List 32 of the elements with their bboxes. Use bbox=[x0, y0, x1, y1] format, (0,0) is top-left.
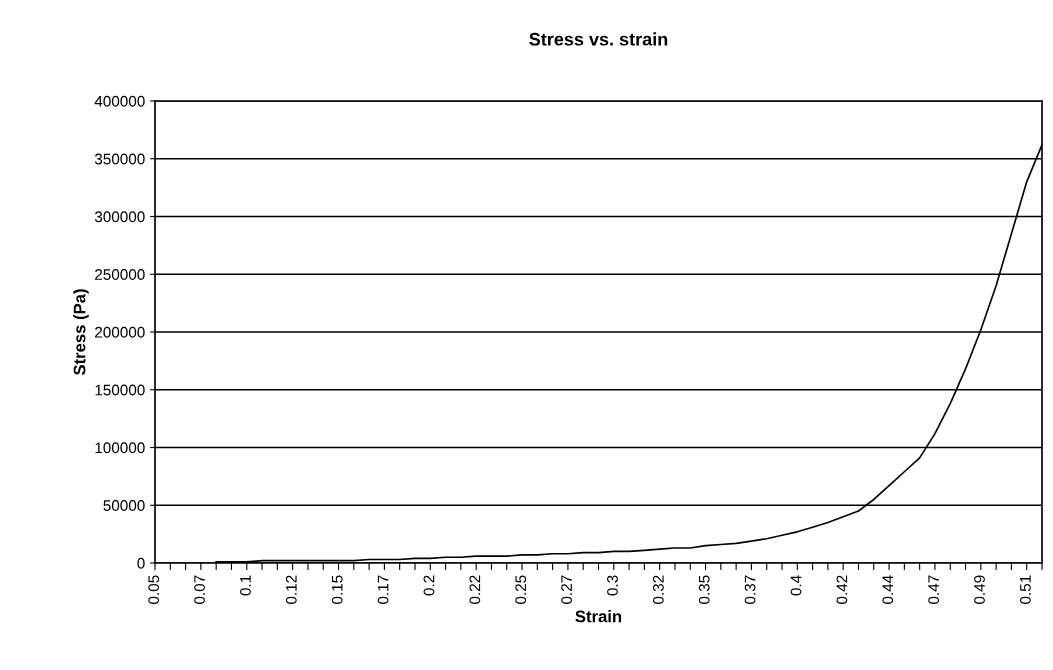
x-tick-label: 0.1 bbox=[240, 575, 251, 596]
x-tick-label: 0.17 bbox=[377, 575, 389, 604]
x-tick-label: 0.12 bbox=[285, 575, 297, 604]
x-tick-label: 0.3 bbox=[607, 575, 618, 596]
x-tick-label: 0.4 bbox=[790, 575, 802, 596]
x-axis-title: Strain bbox=[575, 610, 622, 623]
x-tick-label: 0.42 bbox=[836, 575, 848, 604]
x-tick-label: 0.2 bbox=[423, 575, 435, 596]
y-tick-label: 300000 bbox=[94, 211, 145, 223]
y-tick-label: 400000 bbox=[94, 95, 145, 107]
x-tick-label: 0.27 bbox=[561, 575, 573, 604]
x-tick-label: 0.32 bbox=[652, 575, 664, 604]
y-tick-label: 50000 bbox=[103, 500, 145, 511]
x-tick-label: 0.51 bbox=[1019, 575, 1031, 604]
x-tick-label: 0.35 bbox=[698, 575, 710, 604]
x-tick-label: 0.22 bbox=[469, 575, 481, 604]
x-tick-label: 0.05 bbox=[148, 575, 160, 604]
y-tick-label: 350000 bbox=[94, 153, 145, 165]
x-tick-label: 0.25 bbox=[515, 575, 527, 604]
x-tick-label: 0.47 bbox=[928, 575, 940, 604]
x-tick-label: 0.49 bbox=[974, 575, 985, 604]
x-tick-label: 0.37 bbox=[744, 575, 756, 604]
y-tick-label: 0 bbox=[137, 557, 145, 569]
x-tick-label: 0.15 bbox=[331, 575, 343, 604]
y-axis-title: Stress (Pa) bbox=[73, 289, 89, 376]
y-tick-label: 250000 bbox=[95, 269, 145, 280]
x-tick-label: 0.44 bbox=[882, 575, 894, 604]
chart-title: Stress vs. strain bbox=[529, 32, 668, 46]
x-tick-label: 0.07 bbox=[194, 575, 205, 604]
y-tick-label: 150000 bbox=[95, 384, 145, 396]
y-tick-label: 100000 bbox=[95, 442, 145, 454]
y-tick-label: 200000 bbox=[95, 326, 145, 338]
